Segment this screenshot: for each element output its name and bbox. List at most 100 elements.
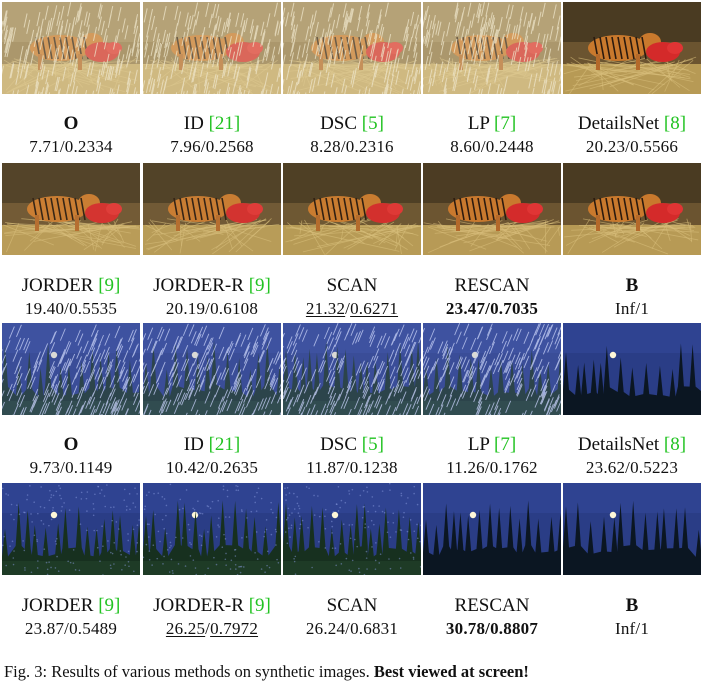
method-name-text: JORDER — [21, 595, 99, 616]
method-label: JORDER [9] 23.87/0.5489 — [1, 594, 141, 640]
result-image-graphic — [2, 2, 140, 94]
method-name-text: B — [625, 595, 639, 616]
method-label: JORDER-R [9] 26.25/0.7972 — [142, 594, 282, 640]
result-image — [423, 323, 561, 415]
method-label: SCAN 21.32/0.6271 — [282, 274, 422, 320]
score-separator: / — [60, 458, 66, 477]
psnr-value: 19.40 — [24, 299, 65, 318]
ssim-value: 0.5535 — [69, 299, 118, 318]
ssim-value: 0.5223 — [630, 458, 679, 477]
ssim-value: 0.5566 — [630, 137, 679, 156]
method-name: LP [7] — [422, 112, 562, 136]
score-separator: / — [200, 137, 206, 156]
result-image-graphic — [563, 163, 701, 255]
method-label: JORDER [9] 19.40/0.5535 — [1, 274, 141, 320]
score-separator: / — [344, 458, 350, 477]
citation-link[interactable]: [21] — [208, 434, 241, 455]
method-label: SCAN 26.24/0.6831 — [282, 594, 422, 640]
psnr-value: 8.60 — [450, 137, 481, 156]
result-image-graphic — [283, 163, 421, 255]
method-label: O 9.73/0.1149 — [1, 433, 141, 479]
score-separator: / — [64, 619, 70, 638]
psnr-value: 9.73 — [29, 458, 61, 477]
method-name-text: LP — [467, 113, 495, 134]
method-name: O — [1, 433, 141, 457]
score-separator: / — [625, 458, 631, 477]
method-name-text: SCAN — [326, 275, 378, 296]
result-image — [423, 163, 561, 255]
ssim-value: 0.6271 — [350, 299, 399, 318]
ssim-value: 0.5489 — [69, 619, 118, 638]
method-label: ID [21] 10.42/0.2635 — [142, 433, 282, 479]
citation-link[interactable]: [8] — [663, 434, 687, 455]
ssim-value: 0.2635 — [210, 458, 259, 477]
method-name-text: JORDER — [21, 275, 99, 296]
method-name-text: LP — [467, 434, 495, 455]
result-image — [563, 483, 701, 575]
method-name-text: O — [63, 113, 79, 134]
result-image — [283, 483, 421, 575]
result-image — [2, 323, 140, 415]
method-label: O 7.71/0.2334 — [1, 112, 141, 158]
psnr-value: 21.32 — [305, 299, 346, 318]
method-name: RESCAN — [422, 274, 562, 298]
score-separator: / — [485, 619, 491, 638]
citation-link[interactable]: [9] — [98, 275, 121, 296]
result-image-graphic — [563, 2, 701, 94]
psnr-value: Inf — [614, 299, 636, 318]
psnr-value: 10.42 — [165, 458, 206, 477]
method-label: RESCAN 23.47/0.7035 — [422, 274, 562, 320]
psnr-value: 30.78 — [445, 619, 486, 638]
psnr-ssim-score: Inf/1 — [562, 298, 702, 320]
psnr-ssim-score: 20.23/0.5566 — [562, 136, 702, 158]
method-label: B Inf/1 — [562, 594, 702, 640]
citation-link[interactable]: [5] — [361, 113, 384, 134]
method-name-text: RESCAN — [454, 275, 530, 296]
psnr-ssim-score: 30.78/0.8807 — [422, 618, 562, 640]
result-image — [423, 483, 561, 575]
method-name: JORDER-R [9] — [142, 594, 282, 618]
ssim-value: 0.2334 — [64, 137, 113, 156]
psnr-value: 20.19 — [165, 299, 206, 318]
ssim-value: 0.8807 — [490, 619, 539, 638]
result-image-graphic — [563, 323, 701, 415]
score-separator: / — [345, 299, 351, 318]
method-name-text: ID — [183, 434, 209, 455]
method-label: JORDER-R [9] 20.19/0.6108 — [142, 274, 282, 320]
method-name: JORDER [9] — [1, 594, 141, 618]
method-name: DetailsNet [8] — [562, 112, 702, 136]
psnr-ssim-score: 26.25/0.7972 — [142, 618, 282, 640]
result-image-graphic — [423, 163, 561, 255]
method-label: ID [21] 7.96/0.2568 — [142, 112, 282, 158]
ssim-value: 0.1149 — [65, 458, 113, 477]
psnr-value: 8.28 — [310, 137, 341, 156]
citation-link[interactable]: [5] — [361, 434, 384, 455]
method-name-text: O — [63, 434, 79, 455]
citation-link[interactable]: [21] — [208, 113, 241, 134]
result-image — [283, 323, 421, 415]
result-image-graphic — [283, 2, 421, 94]
method-name-text: RESCAN — [454, 595, 530, 616]
method-name: JORDER-R [9] — [142, 274, 282, 298]
method-name-text: DetailsNet — [577, 434, 664, 455]
result-image — [563, 163, 701, 255]
result-image — [563, 323, 701, 415]
result-image-graphic — [143, 483, 281, 575]
method-label: DetailsNet [8] 20.23/0.5566 — [562, 112, 702, 158]
method-name: DetailsNet [8] — [562, 433, 702, 457]
citation-link[interactable]: [9] — [248, 275, 271, 296]
citation-link[interactable]: [7] — [494, 113, 517, 134]
score-separator: / — [625, 137, 631, 156]
method-name: RESCAN — [422, 594, 562, 618]
psnr-ssim-score: Inf/1 — [562, 618, 702, 640]
result-image-graphic — [2, 163, 140, 255]
psnr-value: Inf — [614, 619, 636, 638]
citation-link[interactable]: [9] — [98, 595, 121, 616]
psnr-ssim-score: 11.87/0.1238 — [282, 457, 422, 479]
citation-link[interactable]: [9] — [248, 595, 271, 616]
psnr-value: 23.47 — [445, 299, 486, 318]
figure-caption: Fig. 3: Results of various methods on sy… — [4, 662, 708, 682]
citation-link[interactable]: [8] — [663, 113, 687, 134]
citation-link[interactable]: [7] — [494, 434, 517, 455]
